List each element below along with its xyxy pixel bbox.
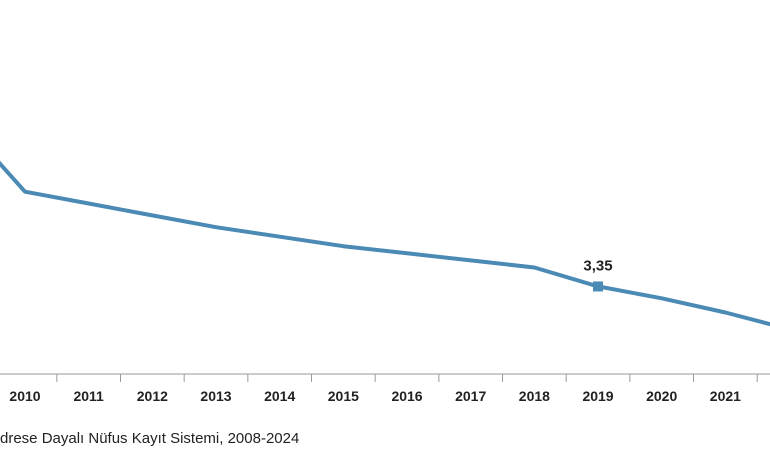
x-tick-label: 2012 [137,388,168,404]
x-tick-label: 2017 [455,388,486,404]
x-tick-label: 2016 [391,388,422,404]
x-tick-label: 2013 [200,388,231,404]
source-note: drese Dayalı Nüfus Kayıt Sistemi, 2008-2… [0,430,300,447]
x-tick-label: 2015 [328,388,359,404]
series-line [0,160,770,327]
x-tick-label: 2020 [646,388,677,404]
x-tick-label: 2021 [710,388,741,404]
x-axis-ticks [56,374,758,382]
x-tick-label: 2019 [582,388,613,404]
x-tick-label: 2018 [519,388,550,404]
data-label: 3,35 [583,257,612,274]
x-tick-label: 2010 [9,388,40,404]
x-axis-tick-labels: 2010 2011 2012 2013 2014 2015 2016 2017 2018 2019… [9,388,741,404]
x-tick-label: 2014 [264,388,295,404]
data-point-marker [593,281,604,292]
x-tick-label: 2011 [73,388,104,404]
